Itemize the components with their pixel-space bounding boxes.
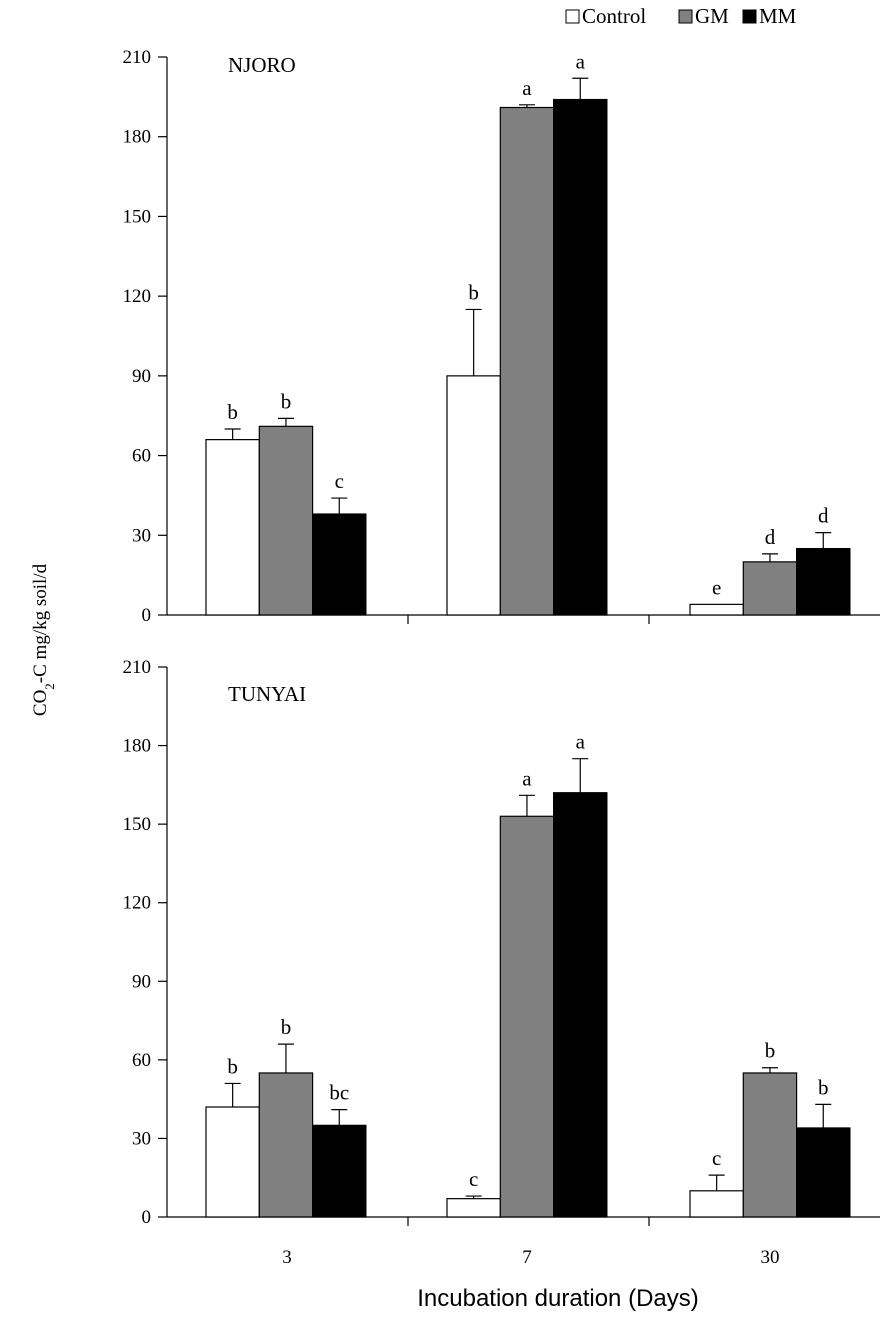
y-tick-label: 120 <box>123 893 152 914</box>
bar-mm-day-7 <box>552 792 608 1218</box>
bar-mm-day-3 <box>312 1124 367 1218</box>
bar-mm-day-3 <box>312 513 367 616</box>
significance-letter: c <box>335 469 344 493</box>
y-tick-label: 90 <box>132 366 151 387</box>
panel-title: NJORO <box>228 53 296 77</box>
y-tick-label: 90 <box>132 971 151 992</box>
panel-title: TUNYAI <box>228 682 306 706</box>
significance-letter: b <box>765 1039 776 1063</box>
bar-gm-day-30 <box>742 561 798 616</box>
bar-gm-day-7 <box>499 815 555 1218</box>
y-tick-label: 180 <box>123 736 152 757</box>
significance-letter: b <box>281 1015 292 1039</box>
legend-item-gm: GM <box>678 4 729 28</box>
bar-mm-day-30 <box>795 1127 851 1218</box>
bar-gm-day-7 <box>499 106 555 616</box>
x-tick-label: 7 <box>522 1247 532 1268</box>
significance-letter: a <box>522 766 532 790</box>
y-tick-label: 150 <box>123 206 152 227</box>
y-tick-label: 180 <box>123 127 152 148</box>
legend: Control GM MM <box>565 4 797 28</box>
bar-control-day-7 <box>446 1198 501 1218</box>
y-tick-label: 150 <box>123 814 152 835</box>
legend-item-mm: MM <box>742 4 797 28</box>
panel-njoro: 0 30 60 90 120 150 180 210 NJORO b b c b a a e d d <box>123 47 880 626</box>
significance-letter: b <box>818 1075 829 1099</box>
significance-letter: a <box>576 730 586 754</box>
bar-control-day-7 <box>446 375 501 616</box>
y-axis-label: CO2-C mg/kg soil/d <box>30 563 57 716</box>
bar-gm-day-3 <box>258 1072 314 1218</box>
bar-mm-day-30 <box>795 547 851 616</box>
y-axis-label-base: CO <box>30 690 51 716</box>
y-axis-label-rest: -C mg/kg soil/d <box>30 563 51 683</box>
bar-control-day-30 <box>689 1190 744 1218</box>
y-tick-label: 210 <box>123 657 152 678</box>
y-tick-label: 60 <box>132 446 151 467</box>
y-tick-label: 0 <box>142 1207 152 1228</box>
y-tick-label: 210 <box>123 47 152 68</box>
bar-gm-day-30 <box>742 1072 798 1218</box>
legend-swatch <box>678 9 693 24</box>
significance-letter: a <box>522 76 532 100</box>
y-tick-label: 0 <box>142 605 152 626</box>
y-tick-label: 30 <box>132 525 151 546</box>
bar-control-day-3 <box>205 1106 260 1218</box>
legend-swatch <box>565 9 580 24</box>
bar-control-day-3 <box>205 439 260 616</box>
significance-letter: b <box>227 1054 238 1078</box>
bar-control-day-30 <box>689 603 744 616</box>
bar-mm-day-7 <box>552 98 608 616</box>
bar-gm-day-3 <box>258 425 314 616</box>
panel-tunyai: 0 30 60 90 120 150 180 210 TUNYAI b b bc c a a c b b 3 7 30 <box>123 657 880 1268</box>
y-tick-label: 30 <box>132 1128 151 1149</box>
y-tick-label: 60 <box>132 1050 151 1071</box>
significance-letter: d <box>765 525 776 549</box>
x-tick-label: 3 <box>282 1247 292 1268</box>
legend-label: MM <box>759 4 797 28</box>
legend-item-control: Control <box>565 4 646 28</box>
significance-letter: d <box>818 504 829 528</box>
legend-label: Control <box>582 4 646 28</box>
significance-letter: c <box>469 1167 478 1191</box>
significance-letter: c <box>712 1146 721 1170</box>
x-tick-label: 30 <box>761 1247 780 1268</box>
significance-letter: b <box>227 400 238 424</box>
legend-label: GM <box>695 4 729 28</box>
significance-letter: a <box>576 49 586 73</box>
significance-letter: bc <box>329 1081 349 1105</box>
legend-swatch <box>742 9 757 24</box>
significance-letter: e <box>712 575 721 599</box>
significance-letter: b <box>281 389 292 413</box>
x-axis-label: Incubation duration (Days) <box>417 1285 698 1312</box>
y-axis-label-subscript: 2 <box>42 683 57 690</box>
significance-letter: b <box>468 280 479 304</box>
y-tick-label: 120 <box>123 286 152 307</box>
